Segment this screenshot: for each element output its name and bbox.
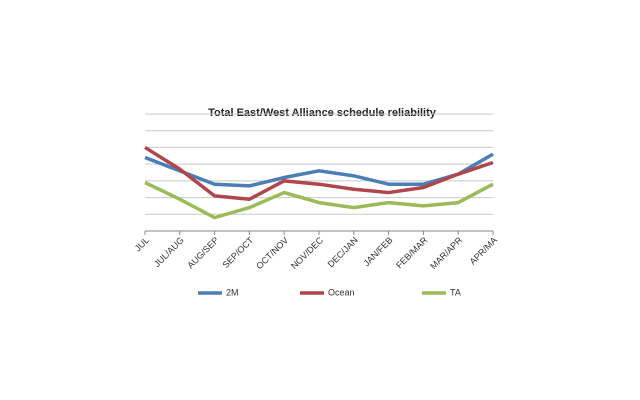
- legend-label: Ocean: [328, 287, 355, 297]
- chart-title: Total East/West Alliance schedule reliab…: [208, 107, 437, 119]
- legend-label: TA: [450, 287, 461, 297]
- series-line: [144, 152, 494, 188]
- legend-label: 2M: [226, 287, 239, 297]
- series-line: [144, 145, 494, 201]
- series-line: [144, 180, 494, 220]
